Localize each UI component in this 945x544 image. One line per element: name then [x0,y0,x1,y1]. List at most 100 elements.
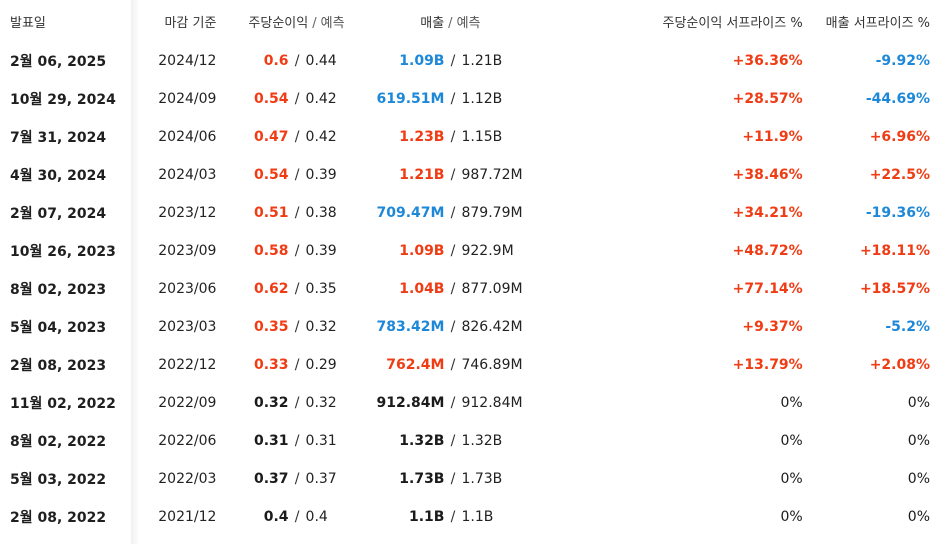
period-end: 2023/06 [158,281,217,297]
eps-forecast: 0.32 [305,319,337,335]
eps-separator: / [294,471,300,487]
table-row[interactable]: 8월 02, 2023 2023/06 0.62 / 0.35 1.04B / 877.09M… [0,270,945,308]
revenue-separator: / [450,509,456,525]
header-eps-surprise[interactable]: 주당순이익 서프라이즈 % [536,0,802,42]
revenue-separator: / [450,357,456,373]
table-body: 2월 06, 2025 2024/12 0.6 / 0.44 1.09B / 1.21B +36… [0,42,945,536]
header-release-date[interactable]: 발표일 [0,0,133,42]
eps-forecast: 0.32 [305,395,337,411]
release-date: 8월 02, 2022 [10,434,107,450]
eps-cell: 0.35 / 0.32 [216,308,350,346]
table-row[interactable]: 2월 08, 2022 2021/12 0.4 / 0.4 1.1B / 1.1B 0% 0% [0,498,945,536]
eps-actual: 0.47 [254,129,289,145]
table-row[interactable]: 2월 06, 2025 2024/12 0.6 / 0.44 1.09B / 1.21B +36… [0,42,945,80]
eps-cell: 0.6 / 0.44 [216,42,350,80]
header-eps[interactable]: 주당순이익 / 예측 [216,0,350,42]
period-end-cell: 2023/09 [133,232,216,270]
eps-actual: 0.6 [263,53,289,69]
revenue-surprise: +6.96% [869,129,930,145]
table-row[interactable]: 5월 03, 2022 2022/03 0.37 / 0.37 1.73B / 1.73B 0%… [0,460,945,498]
release-date-cell: 5월 03, 2022 [0,460,133,498]
revenue-forecast: 879.79M [461,205,523,221]
header-revenue-label: 매출 [420,15,445,31]
revenue-cell: 1.73B / 1.73B [351,460,537,498]
revenue-surprise-cell: 0% [803,384,945,422]
release-date: 10월 29, 2024 [10,92,116,108]
eps-surprise: +34.21% [732,205,803,221]
eps-forecast: 0.38 [305,205,337,221]
eps-separator: / [294,167,300,183]
revenue-actual: 783.42M [376,319,445,335]
eps-surprise: 0% [780,395,803,411]
sticky-column-shadow [131,0,139,544]
eps-actual: 0.4 [263,509,289,525]
release-date: 2월 06, 2025 [10,54,107,70]
eps-actual: 0.37 [254,471,289,487]
revenue-separator: / [450,91,456,107]
revenue-actual: 1.21B [399,167,445,183]
eps-surprise-cell: 0% [536,384,802,422]
eps-cell: 0.37 / 0.37 [216,460,350,498]
eps-cell: 0.51 / 0.38 [216,194,350,232]
eps-actual: 0.54 [254,91,289,107]
revenue-actual: 912.84M [376,395,445,411]
period-end-cell: 2022/03 [133,460,216,498]
table-row[interactable]: 5월 04, 2023 2023/03 0.35 / 0.32 783.42M / 826.4… [0,308,945,346]
revenue-surprise: -19.36% [865,205,930,221]
revenue-surprise: +18.57% [859,281,930,297]
eps-actual: 0.31 [254,433,289,449]
release-date: 8월 02, 2023 [10,282,107,298]
period-end-cell: 2023/06 [133,270,216,308]
eps-surprise-cell: +9.37% [536,308,802,346]
table-row[interactable]: 7월 31, 2024 2024/06 0.47 / 0.42 1.23B / 1.15B +1… [0,118,945,156]
revenue-surprise-cell: 0% [803,422,945,460]
header-period-end[interactable]: 마감 기준 [133,0,216,42]
revenue-cell: 762.4M / 746.89M [351,346,537,384]
period-end: 2023/03 [158,319,217,335]
eps-forecast: 0.29 [305,357,337,373]
table-row[interactable]: 4월 30, 2024 2024/03 0.54 / 0.39 1.21B / 987.72M… [0,156,945,194]
revenue-actual: 1.04B [399,281,445,297]
table-row[interactable]: 10월 26, 2023 2023/09 0.58 / 0.39 1.09B / 922.9M… [0,232,945,270]
revenue-surprise-cell: -44.69% [803,80,945,118]
eps-surprise-cell: +77.14% [536,270,803,308]
table-row[interactable]: 8월 02, 2022 2022/06 0.31 / 0.31 1.32B / 1.32B 0%… [0,422,945,460]
eps-separator: / [294,91,300,107]
revenue-forecast: 1.73B [461,471,503,487]
release-date: 11월 02, 2022 [10,396,116,412]
period-end: 2022/12 [158,357,217,373]
release-date: 2월 08, 2022 [10,510,107,526]
eps-surprise: +38.46% [732,167,803,183]
revenue-separator: / [450,395,456,411]
eps-cell: 0.33 / 0.29 [216,346,350,384]
period-end-cell: 2023/12 [133,194,216,232]
header-revenue-surprise-label: 매출 서프라이즈 % [825,15,930,31]
eps-cell: 0.31 / 0.31 [216,422,350,460]
header-revenue[interactable]: 매출 / 예측 [351,0,537,42]
eps-actual: 0.62 [254,281,289,297]
revenue-surprise: 0% [907,395,930,411]
revenue-forecast: 987.72M [461,167,523,183]
revenue-surprise: -5.2% [885,319,930,335]
eps-separator: / [294,319,300,335]
eps-forecast: 0.4 [305,509,328,525]
revenue-surprise: 0% [907,471,930,487]
eps-cell: 0.54 / 0.39 [216,156,350,194]
header-eps-label: 주당순이익 [248,15,309,31]
header-period-end-label: 마감 기준 [164,15,217,31]
header-revenue-surprise[interactable]: 매출 서프라이즈 % [803,0,945,42]
revenue-actual: 1.09B [399,53,445,69]
revenue-surprise: 0% [907,509,930,525]
table-row[interactable]: 2월 07, 2024 2023/12 0.51 / 0.38 709.47M / 879.7… [0,194,945,232]
revenue-cell: 783.42M / 826.42M [351,308,537,346]
eps-forecast: 0.44 [305,53,337,69]
table-row[interactable]: 2월 08, 2023 2022/12 0.33 / 0.29 762.4M / 746.89… [0,346,945,384]
table-row[interactable]: 11월 02, 2022 2022/09 0.32/0.32 912.84M/912.… [0,384,945,422]
table-row[interactable]: 10월 29, 2024 2024/09 0.54 / 0.42 619.51M / 1.12… [0,80,945,118]
eps-separator: / [294,357,300,373]
revenue-actual: 619.51M [376,91,445,107]
eps-forecast: 0.31 [305,433,337,449]
eps-surprise-cell: 0% [536,460,802,498]
eps-surprise: +36.36% [732,53,803,69]
revenue-cell: 1.09B / 922.9M [351,232,537,270]
